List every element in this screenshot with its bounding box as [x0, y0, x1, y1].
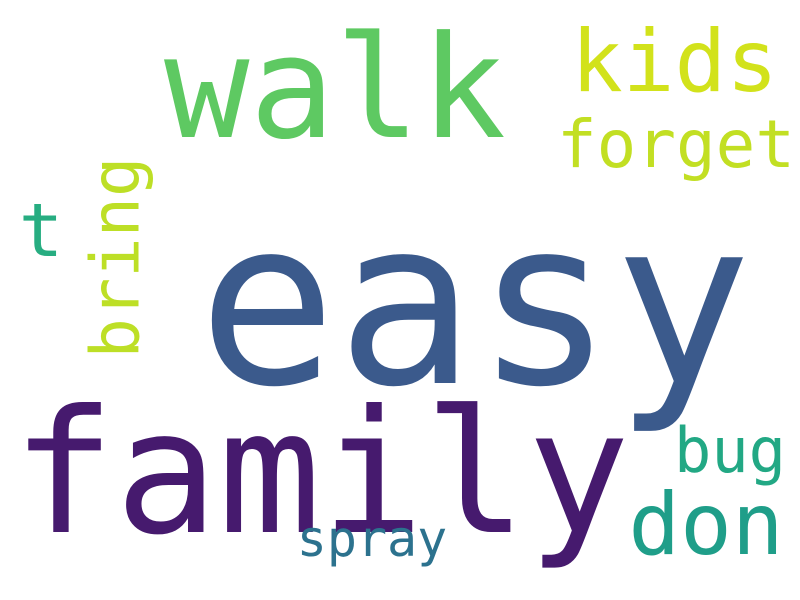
word-t: t: [18, 188, 64, 274]
word-forget: forget: [557, 106, 795, 184]
word-walk: walk: [164, 6, 506, 171]
word-spray: spray: [296, 510, 448, 568]
word-family: family: [12, 374, 630, 574]
word-don: don: [628, 475, 784, 575]
word-kids: kids: [570, 12, 779, 112]
word-bring: bring: [76, 157, 155, 359]
word-easy: easy: [198, 171, 752, 438]
word-bug: bug: [674, 414, 786, 487]
